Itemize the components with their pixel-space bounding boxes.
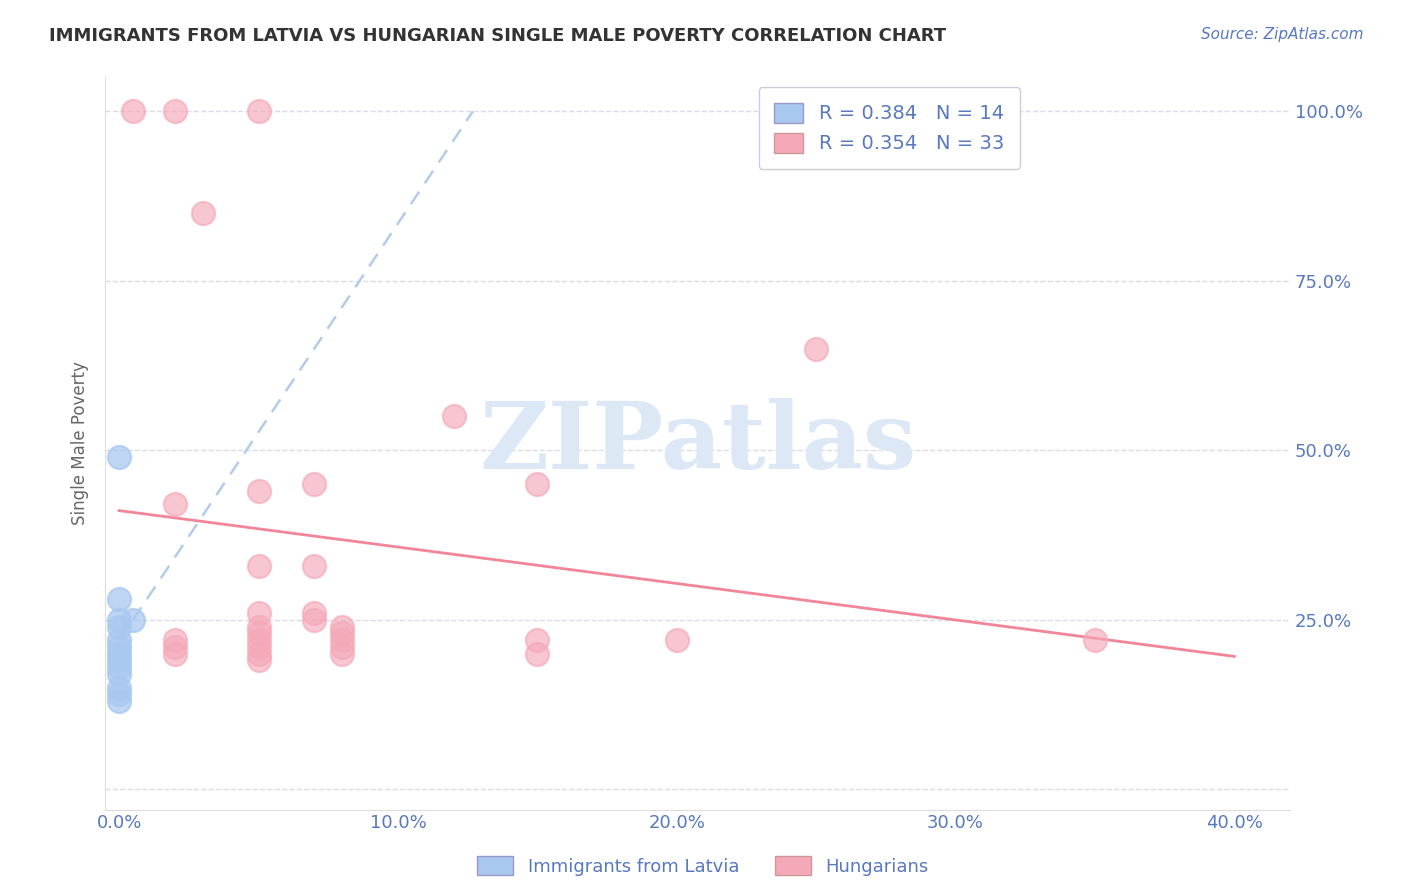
Point (665, 633, 688, 648)
Legend: Immigrants from Latvia, Hungarians: Immigrants from Latvia, Hungarians (470, 849, 936, 883)
Point (330, 640, 353, 654)
Point (526, 477, 548, 491)
Point (247, 483, 270, 498)
Legend: R = 0.384   N = 14, R = 0.354   N = 33: R = 0.384 N = 14, R = 0.354 N = 33 (759, 87, 1019, 169)
Text: IMMIGRANTS FROM LATVIA VS HUNGARIAN SINGLE MALE POVERTY CORRELATION CHART: IMMIGRANTS FROM LATVIA VS HUNGARIAN SING… (49, 27, 946, 45)
Point (304, 606, 326, 620)
Point (108, 619, 131, 633)
Point (122, 613, 145, 627)
Point (304, 613, 326, 627)
Point (304, 558, 326, 573)
Text: ZIPatlas: ZIPatlas (479, 399, 917, 489)
Text: Source: ZipAtlas.com: Source: ZipAtlas.com (1201, 27, 1364, 42)
Point (163, 647, 186, 661)
Point (247, 647, 270, 661)
Point (247, 653, 270, 667)
Point (108, 681, 131, 695)
Point (108, 687, 131, 701)
Point (108, 640, 131, 654)
Point (526, 633, 548, 648)
Point (304, 477, 326, 491)
Point (108, 592, 131, 607)
Point (247, 104, 270, 119)
Point (247, 640, 270, 654)
Point (108, 660, 131, 674)
Point (108, 667, 131, 681)
Point (804, 342, 827, 356)
Point (330, 647, 353, 661)
Point (191, 206, 214, 220)
Point (526, 647, 548, 661)
Point (108, 647, 131, 661)
Point (330, 633, 353, 648)
Y-axis label: Single Male Poverty: Single Male Poverty (72, 361, 89, 525)
Point (247, 626, 270, 640)
Point (443, 409, 465, 424)
Point (330, 626, 353, 640)
Point (163, 633, 186, 648)
Point (122, 104, 145, 119)
Point (163, 498, 186, 512)
Point (108, 694, 131, 708)
Point (163, 104, 186, 119)
Point (247, 606, 270, 620)
Point (247, 558, 270, 573)
Point (108, 450, 131, 464)
Point (163, 640, 186, 654)
Point (247, 633, 270, 648)
Point (108, 633, 131, 648)
Point (1084, 633, 1107, 648)
Point (247, 619, 270, 633)
Point (108, 613, 131, 627)
Point (330, 619, 353, 633)
Point (108, 653, 131, 667)
